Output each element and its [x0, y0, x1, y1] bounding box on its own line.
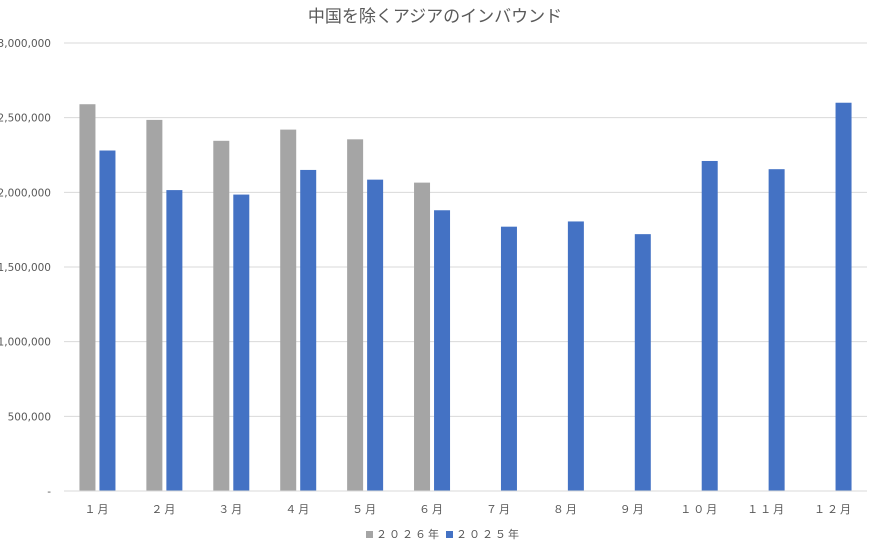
bar-series2-5: [367, 179, 384, 491]
bar-series1-4: [280, 129, 297, 491]
x-tick-label: ４月: [285, 503, 311, 516]
legend-label: ２０２５年: [456, 527, 521, 541]
bar-series2-9: [634, 234, 651, 491]
x-tick-label: ６月: [419, 503, 445, 516]
y-tick-label: 1,000,000: [0, 337, 51, 349]
bar-series2-1: [99, 150, 116, 491]
y-tick-label: 1,500,000: [0, 262, 51, 274]
x-tick-label: １２月: [814, 503, 853, 516]
legend-label: ２０２６年: [376, 527, 441, 541]
legend-swatch: [446, 531, 453, 538]
bar-series2-6: [434, 210, 451, 491]
y-tick-label: 3,000,000: [0, 38, 51, 50]
bar-series1-2: [146, 119, 163, 491]
x-tick-label: ５月: [352, 503, 378, 516]
x-tick-label: １０月: [680, 503, 719, 516]
bar-series1-3: [213, 140, 230, 491]
x-tick-label: ８月: [553, 503, 579, 516]
bar-series2-11: [768, 169, 785, 492]
y-tick-label: 2,500,000: [0, 113, 51, 125]
bar-series2-10: [701, 160, 718, 491]
legend: ２０２６年 ２０２５年: [366, 527, 521, 541]
x-tick-label: ７月: [486, 503, 512, 516]
y-tick-label: 500,000: [8, 411, 51, 423]
y-tick-label: 2,000,000: [0, 187, 51, 199]
bar-series2-2: [166, 190, 183, 492]
x-tick-label: １月: [84, 503, 110, 516]
bar-series2-3: [233, 194, 250, 491]
bar-series1-6: [414, 182, 431, 492]
x-tick-label: ２月: [151, 503, 177, 516]
bar-series1-1: [79, 104, 96, 491]
bar-series2-4: [300, 169, 317, 491]
bar-series2-12: [835, 102, 852, 491]
chart-title: 中国を除くアジアのインバウンド: [308, 7, 562, 27]
x-tick-label: １１月: [747, 503, 786, 516]
x-axis-ticks: １月 ２月 ３月 ４月 ５月 ６月 ７月 ８月 ９月 １０月 １１月 １２月: [84, 503, 853, 516]
bar-series2-7: [500, 226, 517, 491]
y-axis-ticks: - 500,000 1,000,000 1,500,000 2,000,000 2,500…: [0, 38, 51, 498]
bar-series1-5: [347, 139, 364, 491]
legend-swatch: [366, 531, 373, 538]
x-tick-label: ９月: [620, 503, 646, 516]
y-tick-label: -: [47, 486, 51, 498]
bar-series2-8: [567, 221, 584, 491]
gridlines: [64, 42, 867, 417]
bars: [79, 102, 852, 492]
x-tick-label: ３月: [218, 503, 244, 516]
